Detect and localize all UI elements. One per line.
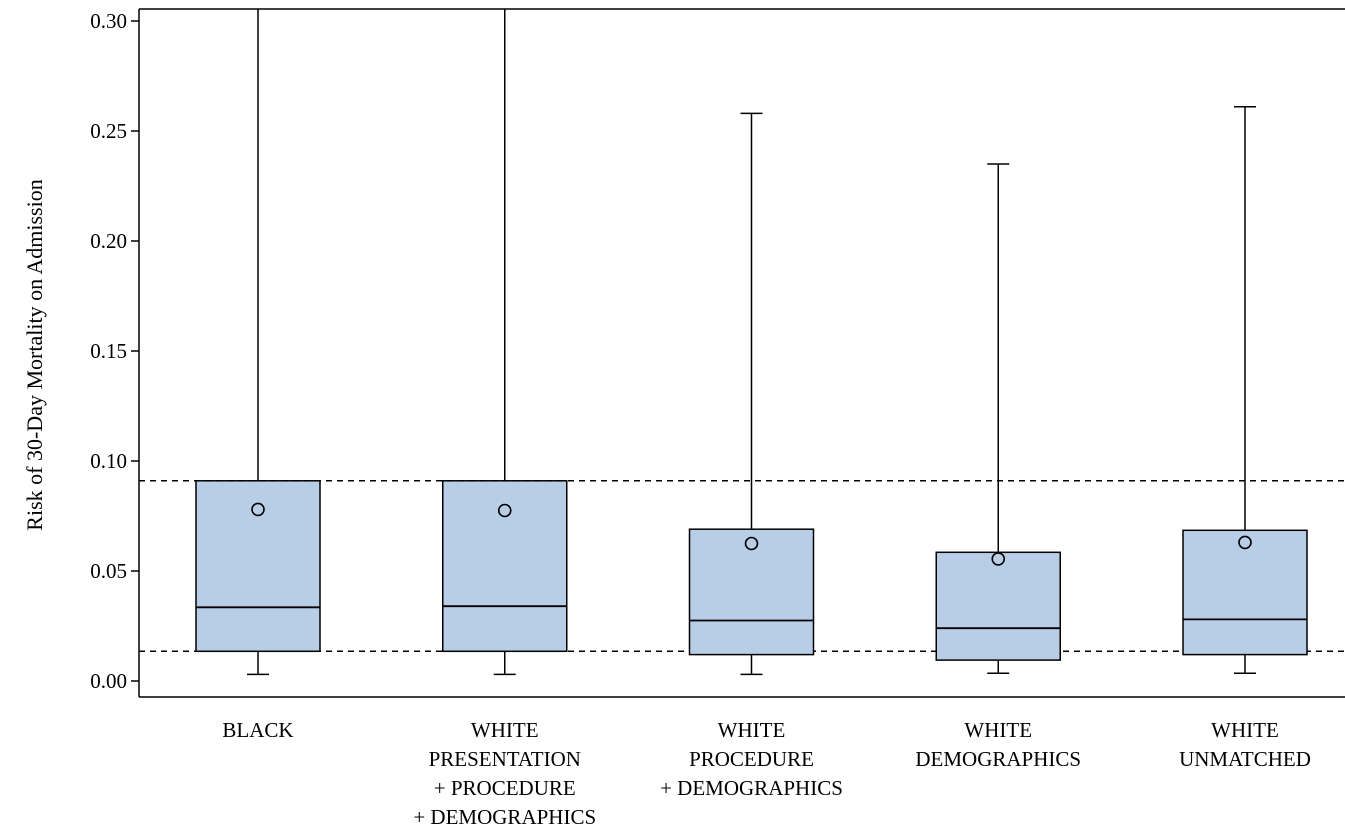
x-category-label: WHITE UNMATCHED bbox=[1179, 718, 1311, 771]
y-axis-title: Risk of 30-Day Mortality on Admission bbox=[22, 179, 47, 530]
box-group bbox=[935, 163, 1061, 675]
reference-lines bbox=[139, 480, 1345, 653]
y-tick-label: 0.25 bbox=[90, 119, 127, 143]
x-axis-labels: BLACK WHITE PRESENTATION + PROCEDURE + DEMOG… bbox=[222, 718, 1311, 829]
y-tick-label: 0.00 bbox=[90, 669, 127, 693]
box-group bbox=[442, 9, 568, 676]
interquartile-box bbox=[688, 528, 815, 656]
y-tick-label: 0.30 bbox=[90, 9, 127, 33]
mean-marker bbox=[744, 536, 759, 551]
x-category-label-line: PROCEDURE bbox=[689, 747, 814, 771]
box-group bbox=[1182, 106, 1308, 675]
x-category-label-line: + PROCEDURE bbox=[434, 776, 576, 800]
y-axis-ticks: 0.00 0.05 0.10 0.15 0.20 0.25 0.30 bbox=[90, 9, 139, 693]
x-category-label-line: WHITE bbox=[718, 718, 786, 742]
interquartile-box bbox=[442, 480, 568, 653]
y-tick-label: 0.05 bbox=[90, 559, 127, 583]
y-tick-label: 0.15 bbox=[90, 339, 127, 363]
x-category-label-line: PRESENTATION bbox=[429, 747, 581, 771]
mean-marker bbox=[991, 552, 1006, 566]
mean-marker bbox=[251, 502, 265, 517]
y-tick-label: 0.10 bbox=[90, 449, 127, 473]
x-category-label-line: WHITE bbox=[471, 718, 539, 742]
mean-marker bbox=[1238, 535, 1252, 550]
x-category-label: WHITE PRESENTATION + PROCEDURE + DEMOGRAPHI… bbox=[413, 718, 596, 829]
x-category-label-line: WHITE bbox=[1211, 718, 1279, 742]
interquartile-box bbox=[195, 480, 321, 653]
x-category-label: WHITE PROCEDURE + DEMOGRAPHICS bbox=[660, 718, 843, 800]
interquartile-box bbox=[935, 551, 1061, 661]
box-group bbox=[195, 9, 321, 676]
x-category-label-line: UNMATCHED bbox=[1179, 747, 1311, 771]
box-group bbox=[688, 112, 815, 676]
axes bbox=[138, 8, 1345, 698]
x-category-label-line: WHITE bbox=[964, 718, 1032, 742]
mean-marker bbox=[497, 503, 512, 518]
x-category-label-line: + DEMOGRAPHICS bbox=[660, 776, 843, 800]
x-category-label: WHITE DEMOGRAPHICS bbox=[915, 718, 1081, 771]
x-category-label: BLACK bbox=[222, 718, 293, 742]
x-category-label-line: + DEMOGRAPHICS bbox=[413, 805, 596, 829]
x-category-label-line: BLACK bbox=[222, 718, 293, 742]
box-plot-series bbox=[195, 9, 1308, 676]
interquartile-box bbox=[1182, 529, 1308, 656]
x-category-label-line: DEMOGRAPHICS bbox=[915, 747, 1081, 771]
y-tick-label: 0.20 bbox=[90, 229, 127, 253]
